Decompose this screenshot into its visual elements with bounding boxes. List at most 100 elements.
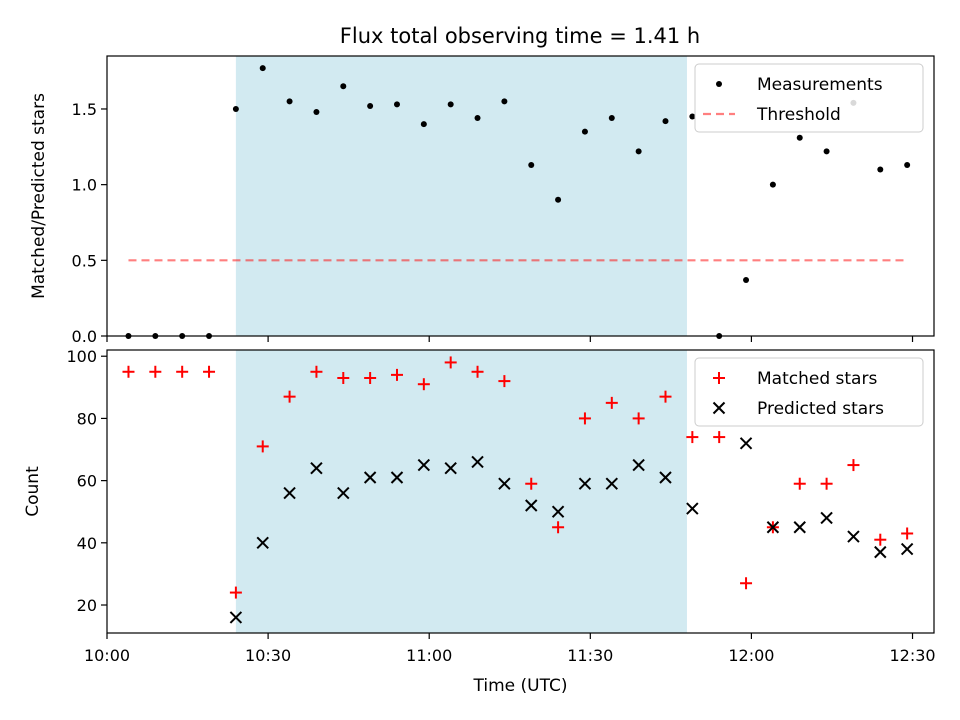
plot-frame xyxy=(106,349,935,634)
predicted-star-point xyxy=(310,461,323,475)
matched-star-point xyxy=(390,368,403,381)
predicted-star-point xyxy=(900,542,914,556)
chart-title: Flux total observing time = 1.41 h xyxy=(340,24,700,48)
measurement-point xyxy=(555,196,562,203)
measurement-point xyxy=(340,83,347,90)
x-tick-label: 11:00 xyxy=(406,646,452,665)
x-axis-label: Time (UTC) xyxy=(473,676,568,696)
bottom-panel-counts: 20 40 60 80 100 10:00 10:30 11:00 11:30 12:00 12:3… xyxy=(23,347,936,696)
predicted-star-point xyxy=(578,477,592,490)
measurement-point xyxy=(823,148,830,155)
measurement-point xyxy=(689,113,696,120)
matched-star-point xyxy=(686,431,699,444)
legend-label: Predicted stars xyxy=(757,399,884,419)
y-axis-label: Matched/Predicted stars xyxy=(29,93,49,299)
plot-frame xyxy=(106,55,935,337)
x-tick-label: 12:00 xyxy=(728,646,774,665)
legend-box xyxy=(694,63,924,133)
predicted-star-point xyxy=(390,471,404,484)
measurement-point xyxy=(286,98,293,105)
measurement-point xyxy=(581,128,588,135)
legend-measurement-marker xyxy=(716,81,722,87)
y-tick-label: 40 xyxy=(77,534,97,553)
legend-matched-marker xyxy=(713,372,725,384)
x-tick-label: 11:30 xyxy=(567,646,613,665)
matched-star-point xyxy=(874,533,887,546)
matched-star-point xyxy=(471,365,484,378)
measurement-point xyxy=(528,161,535,168)
y-tick-label: 1.5 xyxy=(72,100,97,119)
legend-box xyxy=(694,357,924,427)
predicted-star-point xyxy=(471,455,484,469)
matched-star-point xyxy=(632,412,645,425)
predicted-star-point xyxy=(766,521,780,534)
x-tick-label: 10:00 xyxy=(84,646,130,665)
matched-star-point xyxy=(149,365,162,378)
legend-label: Matched stars xyxy=(757,369,877,389)
matched-star-point xyxy=(605,396,618,409)
measurement-point xyxy=(877,166,884,173)
matched-star-point xyxy=(552,521,565,534)
legend-label: Threshold xyxy=(756,105,841,125)
matched-star-point xyxy=(256,440,269,453)
predicted-star-point xyxy=(739,437,753,450)
legend: Matched stars Predicted stars xyxy=(694,357,924,427)
measurement-point xyxy=(796,134,803,141)
predicted-star-point xyxy=(659,471,672,484)
predicted-star-point xyxy=(820,511,833,525)
measurement-point xyxy=(259,65,266,72)
matched-star-point xyxy=(444,356,457,369)
predicted-star-point xyxy=(605,477,618,490)
matched-star-point xyxy=(176,365,189,378)
legend-label: Measurements xyxy=(757,75,883,95)
matched-star-point xyxy=(122,365,135,378)
predicted-star-point xyxy=(874,545,887,559)
y-tick-label: 0.5 xyxy=(72,251,97,270)
measurement-point xyxy=(743,277,750,283)
matched-star-point xyxy=(310,365,323,378)
measurement-point xyxy=(501,98,508,105)
y-tick-label: 1.0 xyxy=(72,176,97,195)
predicted-star-point xyxy=(525,499,538,512)
measurement-point xyxy=(662,118,669,125)
measurement-point xyxy=(420,121,427,128)
legend-predicted-marker xyxy=(712,401,726,415)
matched-star-point xyxy=(498,375,511,388)
top-panel-ratio: 0.0 0.5 1.0 1.5 Matched/Predicted stars Measu… xyxy=(29,55,935,346)
matched-star-point xyxy=(525,477,538,490)
matched-star-point xyxy=(793,477,806,490)
observing-window-span xyxy=(235,350,687,633)
y-axis-label: Count xyxy=(23,466,43,517)
predicted-star-point xyxy=(686,502,699,515)
predicted-star-point xyxy=(229,611,243,624)
predicted-star-point xyxy=(363,471,377,484)
measurement-point xyxy=(447,101,454,108)
measurement-point xyxy=(608,115,615,122)
matched-star-point xyxy=(203,365,216,378)
y-tick-label: 60 xyxy=(77,472,97,491)
predicted-star-point xyxy=(847,530,860,543)
predicted-star-point xyxy=(498,477,511,490)
measurement-point xyxy=(393,101,400,108)
matched-star-point xyxy=(417,378,430,391)
measurement-point xyxy=(367,102,374,109)
matched-star-point xyxy=(713,431,726,444)
matched-star-point xyxy=(659,390,672,403)
y-tick-label: 0.0 xyxy=(72,327,97,346)
measurement-point xyxy=(769,181,776,188)
measurement-point xyxy=(474,115,481,122)
predicted-star-point xyxy=(256,536,269,550)
predicted-star-point xyxy=(417,458,431,472)
observing-window-span xyxy=(235,56,687,336)
measurement-point xyxy=(232,105,239,112)
predicted-star-point xyxy=(444,461,457,475)
matched-star-point xyxy=(364,371,377,384)
matched-star-point xyxy=(578,412,591,425)
predicted-star-point xyxy=(551,505,565,518)
legend: Measurements Threshold xyxy=(694,63,924,133)
y-tick-label: 100 xyxy=(66,347,97,366)
x-tick-label: 12:30 xyxy=(889,646,935,665)
predicted-star-point xyxy=(337,486,350,500)
matched-star-point xyxy=(229,586,242,599)
